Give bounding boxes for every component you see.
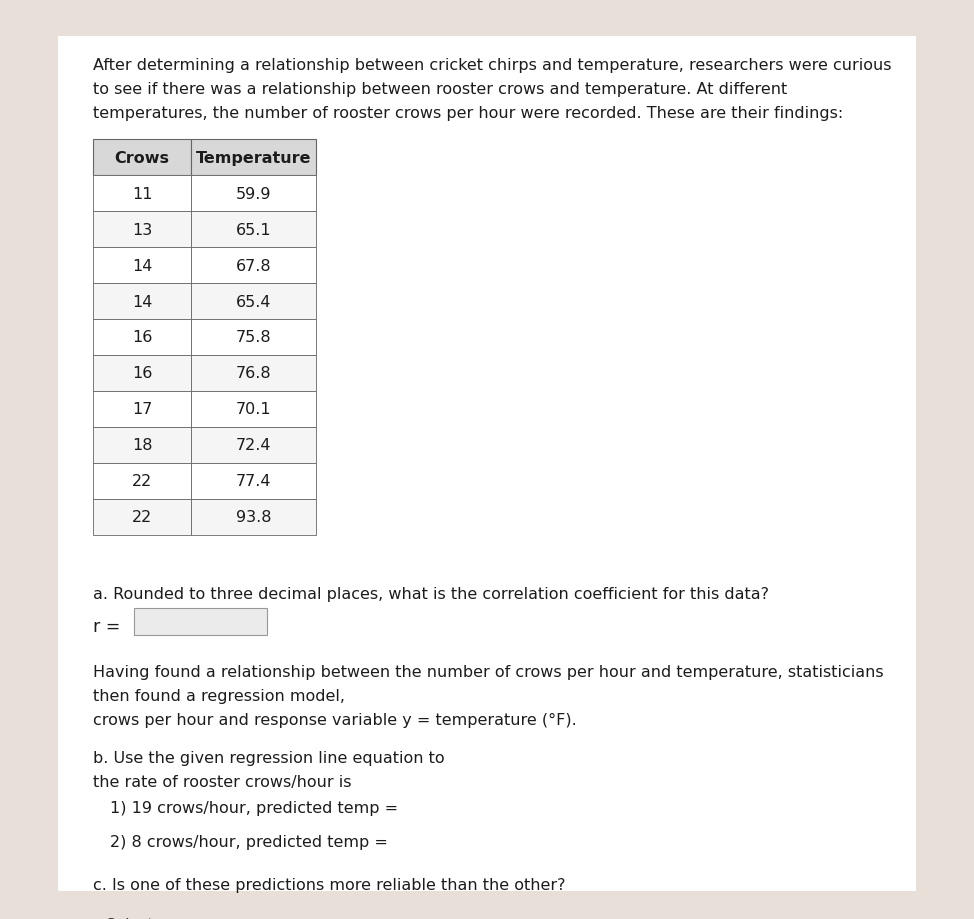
Text: Select an answer: Select an answer [105, 917, 238, 919]
Text: 76.8: 76.8 [236, 366, 271, 381]
Text: After determining a relationship between cricket chirps and temperature, researc: After determining a relationship between… [93, 58, 891, 74]
FancyBboxPatch shape [93, 212, 191, 248]
FancyBboxPatch shape [93, 176, 191, 212]
Text: 70.1: 70.1 [236, 402, 271, 417]
FancyBboxPatch shape [191, 391, 316, 427]
FancyBboxPatch shape [191, 141, 316, 176]
Text: 22: 22 [131, 510, 152, 525]
FancyBboxPatch shape [191, 356, 316, 391]
Text: Temperature: Temperature [196, 151, 311, 165]
Text: c. Is one of these predictions more reliable than the other?: c. Is one of these predictions more reli… [93, 877, 565, 891]
FancyBboxPatch shape [191, 427, 316, 463]
Text: 77.4: 77.4 [236, 473, 271, 489]
Text: 72.4: 72.4 [236, 437, 271, 453]
Text: the rate of rooster crows/hour is: the rate of rooster crows/hour is [93, 774, 352, 789]
Text: 16: 16 [131, 366, 152, 381]
FancyBboxPatch shape [93, 463, 191, 499]
FancyBboxPatch shape [191, 212, 316, 248]
Text: 16: 16 [131, 330, 152, 346]
FancyBboxPatch shape [191, 248, 316, 284]
Text: 75.8: 75.8 [236, 330, 271, 346]
FancyBboxPatch shape [191, 499, 316, 535]
Text: crows per hour and response variable y = temperature (°F).: crows per hour and response variable y =… [93, 712, 577, 727]
FancyBboxPatch shape [58, 37, 916, 891]
Text: 65.4: 65.4 [236, 294, 271, 309]
FancyBboxPatch shape [93, 320, 191, 356]
FancyBboxPatch shape [191, 463, 316, 499]
Text: 14: 14 [131, 294, 152, 309]
FancyBboxPatch shape [93, 284, 191, 320]
Text: 22: 22 [131, 473, 152, 489]
Text: 2) 8 crows/hour, predicted temp =: 2) 8 crows/hour, predicted temp = [110, 834, 388, 849]
Text: 18: 18 [131, 437, 152, 453]
Text: 67.8: 67.8 [236, 258, 271, 273]
FancyBboxPatch shape [93, 499, 191, 535]
Text: Having found a relationship between the number of crows per hour and temperature: Having found a relationship between the … [93, 664, 883, 679]
Text: 59.9: 59.9 [236, 187, 271, 201]
Text: Crows: Crows [115, 151, 169, 165]
FancyBboxPatch shape [191, 284, 316, 320]
FancyBboxPatch shape [93, 356, 191, 391]
Text: 14: 14 [131, 258, 152, 273]
FancyBboxPatch shape [133, 608, 267, 636]
Text: 11: 11 [131, 187, 152, 201]
Text: 65.1: 65.1 [236, 222, 271, 237]
FancyBboxPatch shape [93, 248, 191, 284]
Text: 93.8: 93.8 [236, 510, 271, 525]
FancyBboxPatch shape [93, 427, 191, 463]
Text: r =: r = [93, 617, 120, 635]
Text: 13: 13 [131, 222, 152, 237]
Text: then found a regression model,: then found a regression model, [93, 687, 350, 703]
FancyBboxPatch shape [191, 176, 316, 212]
Text: 17: 17 [131, 402, 152, 417]
FancyBboxPatch shape [191, 320, 316, 356]
FancyBboxPatch shape [854, 912, 878, 919]
Text: to see if there was a relationship between rooster crows and temperature. At dif: to see if there was a relationship betwe… [93, 82, 787, 97]
FancyBboxPatch shape [93, 908, 881, 919]
FancyBboxPatch shape [93, 141, 191, 176]
Text: 1) 19 crows/hour, predicted temp =: 1) 19 crows/hour, predicted temp = [110, 800, 398, 815]
Text: a. Rounded to three decimal places, what is the correlation coefficient for this: a. Rounded to three decimal places, what… [93, 586, 768, 601]
Text: b. Use the given regression line equation to: b. Use the given regression line equatio… [93, 750, 449, 765]
Text: temperatures, the number of rooster crows per hour were recorded. These are thei: temperatures, the number of rooster crow… [93, 106, 843, 121]
FancyBboxPatch shape [93, 391, 191, 427]
